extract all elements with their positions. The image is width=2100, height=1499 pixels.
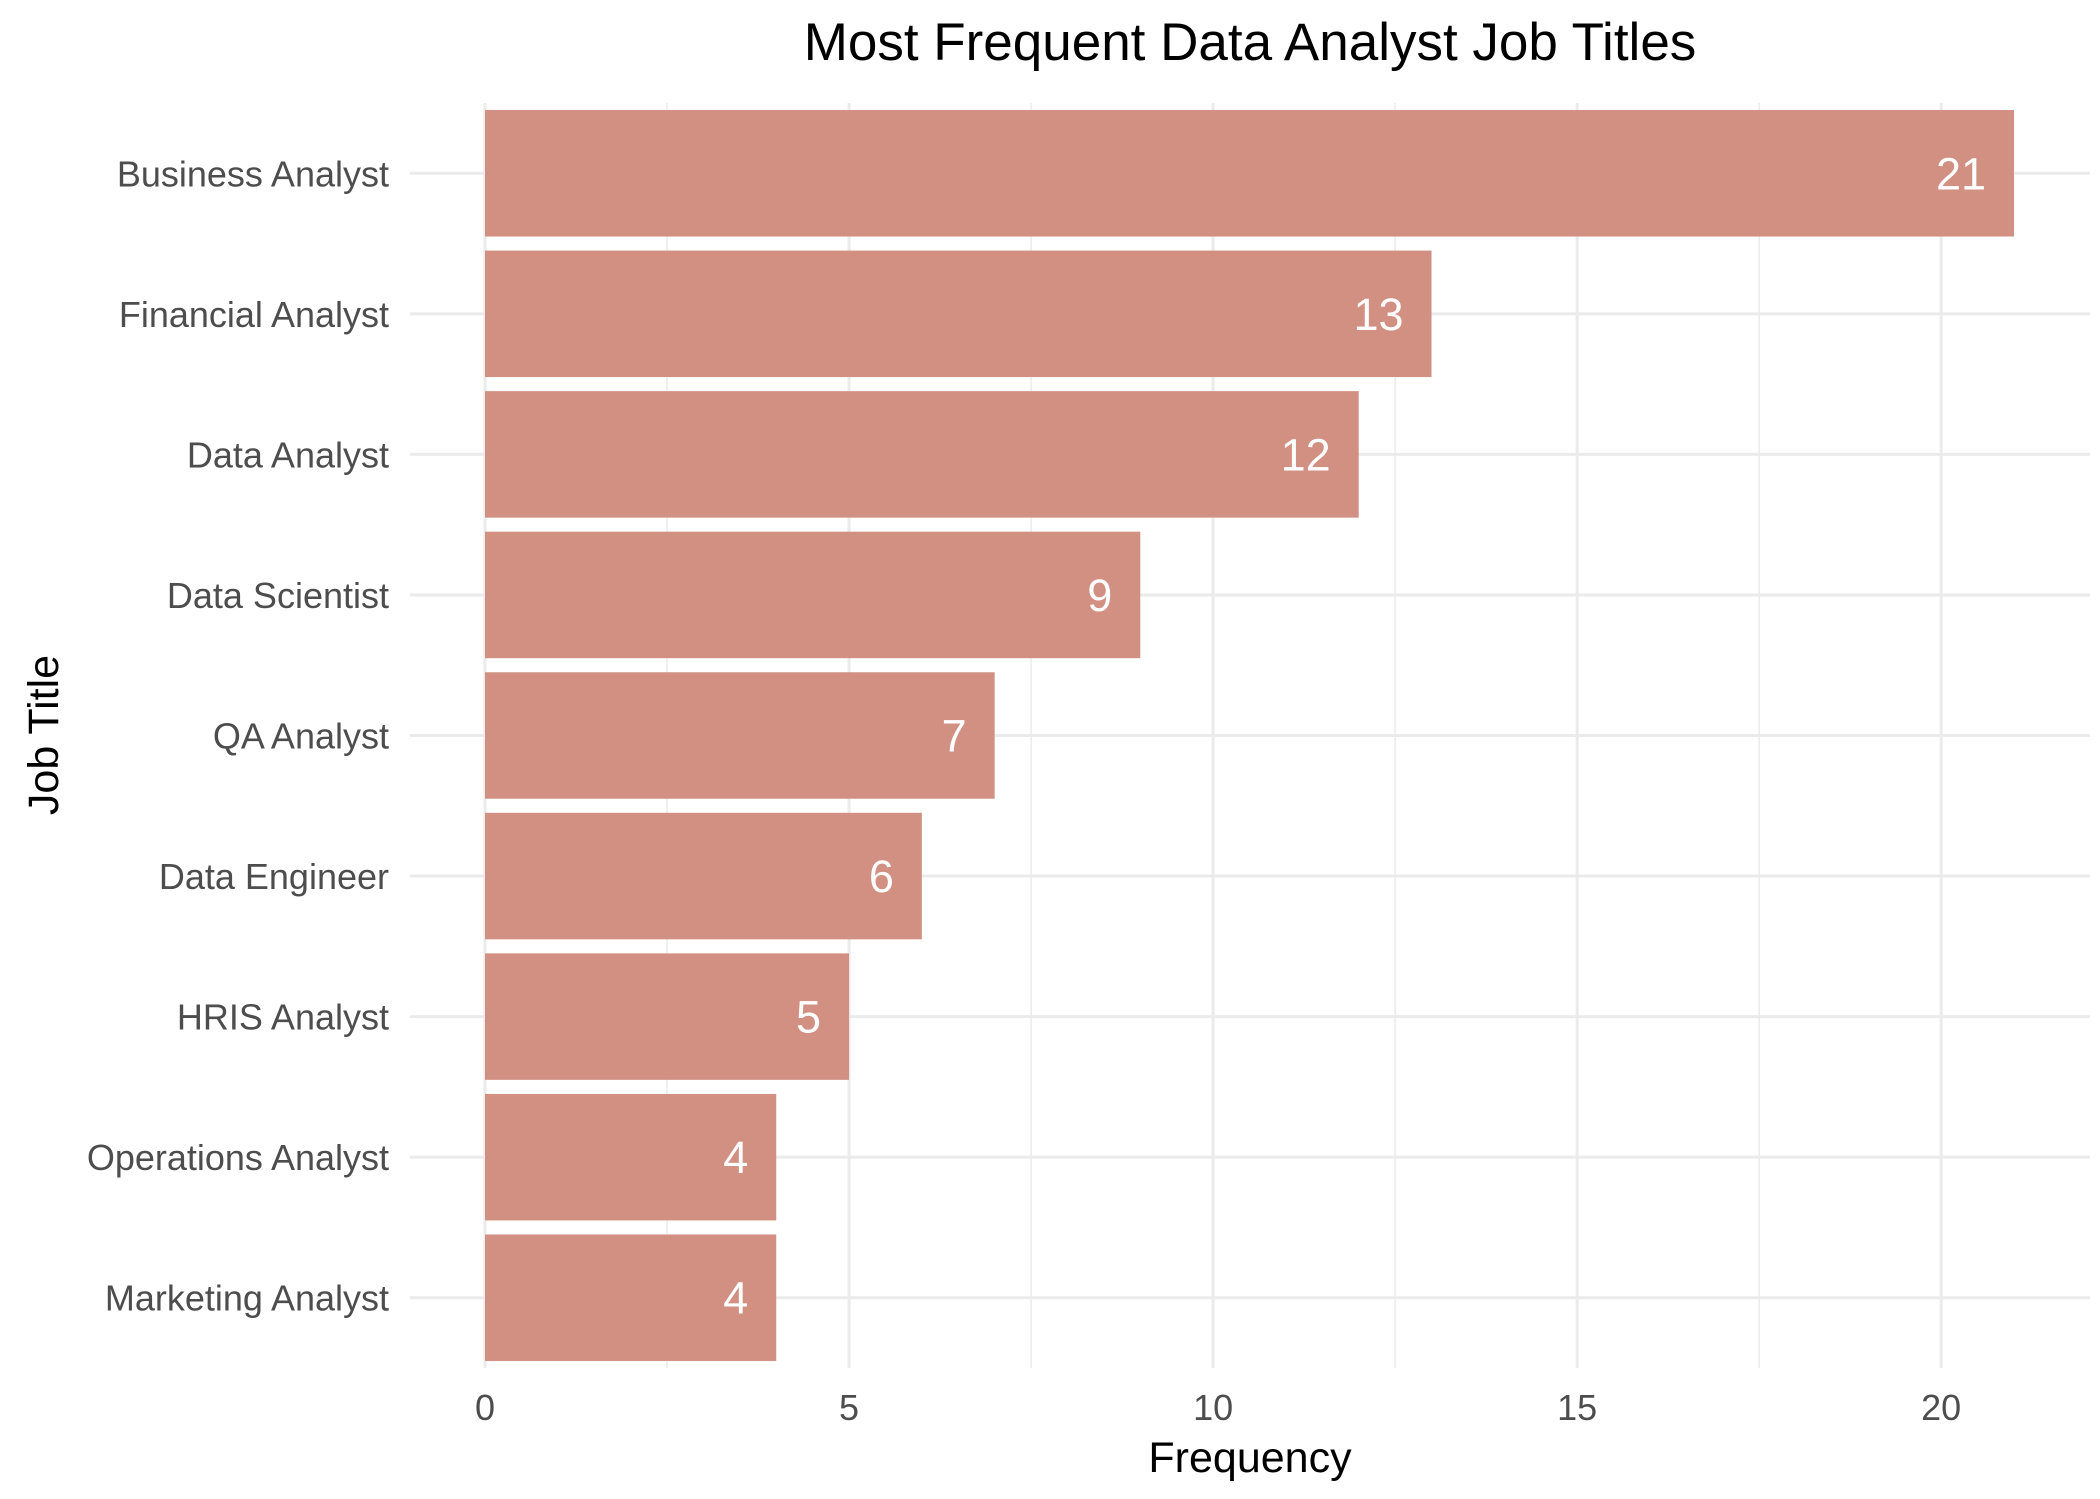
y-tick-label: Data Scientist [167, 575, 389, 616]
bar-value-label: 4 [723, 1273, 748, 1324]
bar-value-label: 9 [1087, 570, 1112, 621]
bar-value-label: 21 [1936, 148, 1986, 199]
bar [485, 812, 922, 940]
x-tick-label: 20 [1921, 1387, 1961, 1428]
y-tick-labels: Business Analyst Financial Analyst Data An… [87, 153, 389, 1318]
bar-value-label: 5 [796, 992, 821, 1043]
bar-value-label: 7 [942, 711, 967, 762]
x-axis-title: Frequency [1148, 1434, 1352, 1482]
x-tick-label: 5 [839, 1387, 859, 1428]
y-tick-label: Operations Analyst [87, 1137, 389, 1178]
bar [485, 250, 1432, 378]
y-tick-label: Business Analyst [117, 153, 389, 194]
bar-value-label: 4 [723, 1132, 748, 1183]
bar [485, 1234, 777, 1361]
data-labels: 21 13 12 9 7 6 5 4 4 [723, 148, 1986, 1323]
bar-value-label: 12 [1281, 429, 1331, 480]
bar-value-label: 13 [1353, 289, 1403, 340]
bars [485, 110, 2014, 1361]
y-tick-label: HRIS Analyst [177, 997, 389, 1038]
bar [485, 391, 1359, 518]
bar [485, 672, 995, 799]
y-axis-title: Job Title [20, 655, 68, 815]
y-tick-label: Financial Analyst [119, 294, 389, 335]
x-tick-labels: 0 5 10 15 20 [475, 1387, 1961, 1428]
y-tick-label: QA Analyst [213, 716, 389, 757]
bar-value-label: 6 [869, 851, 894, 902]
bar [485, 953, 850, 1080]
x-tick-label: 10 [1193, 1387, 1233, 1428]
bar [485, 1093, 777, 1221]
x-tick-label: 0 [475, 1387, 495, 1428]
y-tick-label: Data Analyst [187, 434, 389, 475]
chart-title: Most Frequent Data Analyst Job Titles [804, 13, 1697, 72]
y-tick-label: Data Engineer [159, 856, 389, 897]
y-tick-label: Marketing Analyst [105, 1278, 389, 1319]
bar [485, 531, 1141, 659]
x-tick-label: 15 [1557, 1387, 1597, 1428]
bar [485, 110, 2014, 237]
